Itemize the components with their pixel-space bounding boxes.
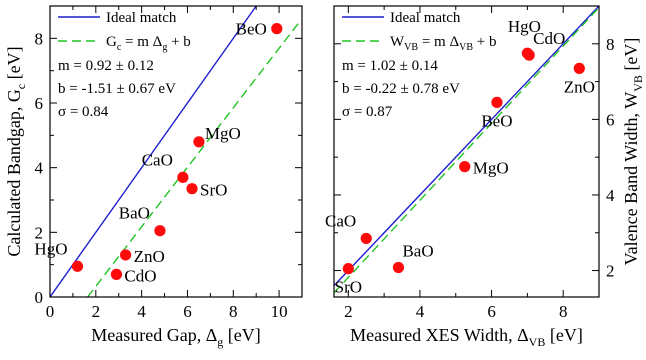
text-part: Ideal match bbox=[390, 10, 461, 26]
data-point-zno bbox=[573, 62, 585, 74]
point-label-sro: SrO bbox=[335, 278, 362, 297]
point-label-mgo: MgO bbox=[473, 159, 509, 178]
y-axis-title: Valence Band Width, WVB [eV] bbox=[621, 38, 645, 266]
text-part: = m Δ bbox=[418, 34, 459, 50]
plot-frame bbox=[333, 5, 600, 298]
x-tick-label: 4 bbox=[137, 302, 146, 321]
x-tick-label: 6 bbox=[487, 302, 496, 321]
point-label-hgo: HgO bbox=[34, 239, 67, 258]
x-tick-label: 2 bbox=[344, 302, 353, 321]
fit-stat-text: m = 1.02 ± 0.14 bbox=[342, 58, 438, 74]
text-part: = m Δ bbox=[121, 34, 162, 50]
axis-label-subscript: VB bbox=[631, 75, 645, 92]
x-tick-label: 8 bbox=[229, 302, 238, 321]
text-part: Ideal match bbox=[106, 10, 177, 26]
y-tick-label: 2 bbox=[35, 223, 44, 242]
data-point-mgo bbox=[459, 161, 471, 173]
point-label-cao: CaO bbox=[325, 211, 356, 230]
axis-label-main: Calculated Bandgap, G bbox=[4, 89, 24, 256]
data-point-zno bbox=[120, 249, 132, 261]
point-label-zno: ZnO bbox=[134, 247, 165, 266]
y-tick-label: 6 bbox=[35, 94, 44, 113]
data-point-bao bbox=[154, 225, 166, 237]
axis-label-main: Valence Band Width, W bbox=[621, 92, 641, 266]
ideal-match-line bbox=[334, 6, 599, 287]
x-axis-title: Measured Gap, Δg [eV] bbox=[91, 325, 261, 349]
data-point-cdo bbox=[110, 268, 123, 280]
y-tick-label: 4 bbox=[606, 186, 615, 205]
point-label-beo: BeO bbox=[481, 111, 512, 130]
axis-label-main: Measured XES Width, Δ bbox=[350, 325, 529, 345]
point-label-beo: BeO bbox=[236, 20, 267, 39]
point-label-zno: ZnO bbox=[564, 77, 595, 96]
subscript-text: g bbox=[162, 42, 167, 53]
legend-fit-label: Gc = m Δg + b bbox=[106, 34, 191, 53]
fit-stat-text: b = -0.22 ± 0.78 eV bbox=[342, 81, 460, 97]
point-label-bao: BaO bbox=[402, 242, 433, 261]
data-point-cdo bbox=[523, 49, 535, 61]
y-tick-label: 2 bbox=[606, 262, 615, 281]
fit-stat-text: σ = 0.84 bbox=[58, 104, 109, 120]
y-tick-label: 0 bbox=[35, 288, 44, 307]
x-tick-label: 4 bbox=[416, 302, 425, 321]
point-label-hgo: HgO bbox=[508, 17, 541, 36]
axis-label-main: Measured Gap, Δ bbox=[91, 325, 217, 345]
data-point-sro bbox=[342, 263, 354, 275]
axis-label-subscript: c bbox=[14, 84, 28, 89]
fit-stat-text: b = -1.51 ± 0.67 eV bbox=[58, 81, 176, 97]
data-point-beo bbox=[491, 96, 503, 108]
y-tick-label: 8 bbox=[35, 29, 44, 48]
axis-label-unit: [eV] bbox=[223, 325, 260, 345]
plot-frame bbox=[49, 5, 303, 298]
data-point-cao bbox=[177, 171, 189, 183]
y-tick-label: 4 bbox=[35, 159, 44, 178]
x-tick-label: 0 bbox=[46, 302, 55, 321]
axis-label-unit: [eV] bbox=[4, 46, 24, 83]
text-part: G bbox=[106, 34, 117, 50]
text-part: + b bbox=[473, 34, 496, 50]
legend-ideal-label: Ideal match bbox=[390, 10, 461, 26]
fit-stat-text: m = 0.92 ± 0.12 bbox=[58, 58, 154, 74]
text-part: W bbox=[390, 34, 405, 50]
x-tick-label: 8 bbox=[559, 302, 568, 321]
x-axis-title: Measured XES Width, ΔVB [eV] bbox=[350, 325, 583, 349]
point-label-bao: BaO bbox=[119, 204, 150, 223]
fit-line bbox=[334, 7, 599, 294]
point-label-cao: CaO bbox=[142, 150, 173, 169]
point-label-cdo: CdO bbox=[533, 29, 565, 48]
subscript-text: c bbox=[117, 42, 122, 53]
point-label-cdo: CdO bbox=[124, 266, 156, 285]
x-tick-label: 6 bbox=[183, 302, 192, 321]
legend-fit-label: WVB = m ΔVB + b bbox=[390, 34, 496, 53]
fit-stat-text: σ = 0.87 bbox=[342, 104, 393, 120]
y-axis-title: Calculated Bandgap, Gc [eV] bbox=[4, 46, 28, 256]
data-point-beo bbox=[271, 23, 283, 35]
text-part: + b bbox=[167, 34, 190, 50]
ideal-match-line bbox=[50, 6, 257, 297]
axis-label-subscript: g bbox=[217, 335, 223, 349]
subscript-text: VB bbox=[459, 42, 473, 53]
legend-ideal-label: Ideal match bbox=[106, 10, 177, 26]
data-point-bao bbox=[392, 261, 405, 274]
data-point-sro bbox=[186, 183, 198, 195]
data-point-hgo bbox=[71, 260, 84, 272]
data-point-mgo bbox=[193, 136, 205, 148]
y-tick-label: 6 bbox=[606, 110, 615, 129]
subscript-text: VB bbox=[404, 42, 418, 53]
y-tick-label: 8 bbox=[606, 35, 615, 54]
axis-label-unit: [eV] bbox=[621, 38, 641, 75]
point-label-sro: SrO bbox=[200, 181, 227, 200]
point-label-mgo: MgO bbox=[205, 124, 241, 143]
axis-label-subscript: VB bbox=[529, 335, 546, 349]
x-tick-label: 2 bbox=[92, 302, 101, 321]
data-point-cao bbox=[360, 232, 372, 245]
x-tick-label: 10 bbox=[271, 302, 288, 321]
axis-label-unit: [eV] bbox=[545, 325, 582, 345]
